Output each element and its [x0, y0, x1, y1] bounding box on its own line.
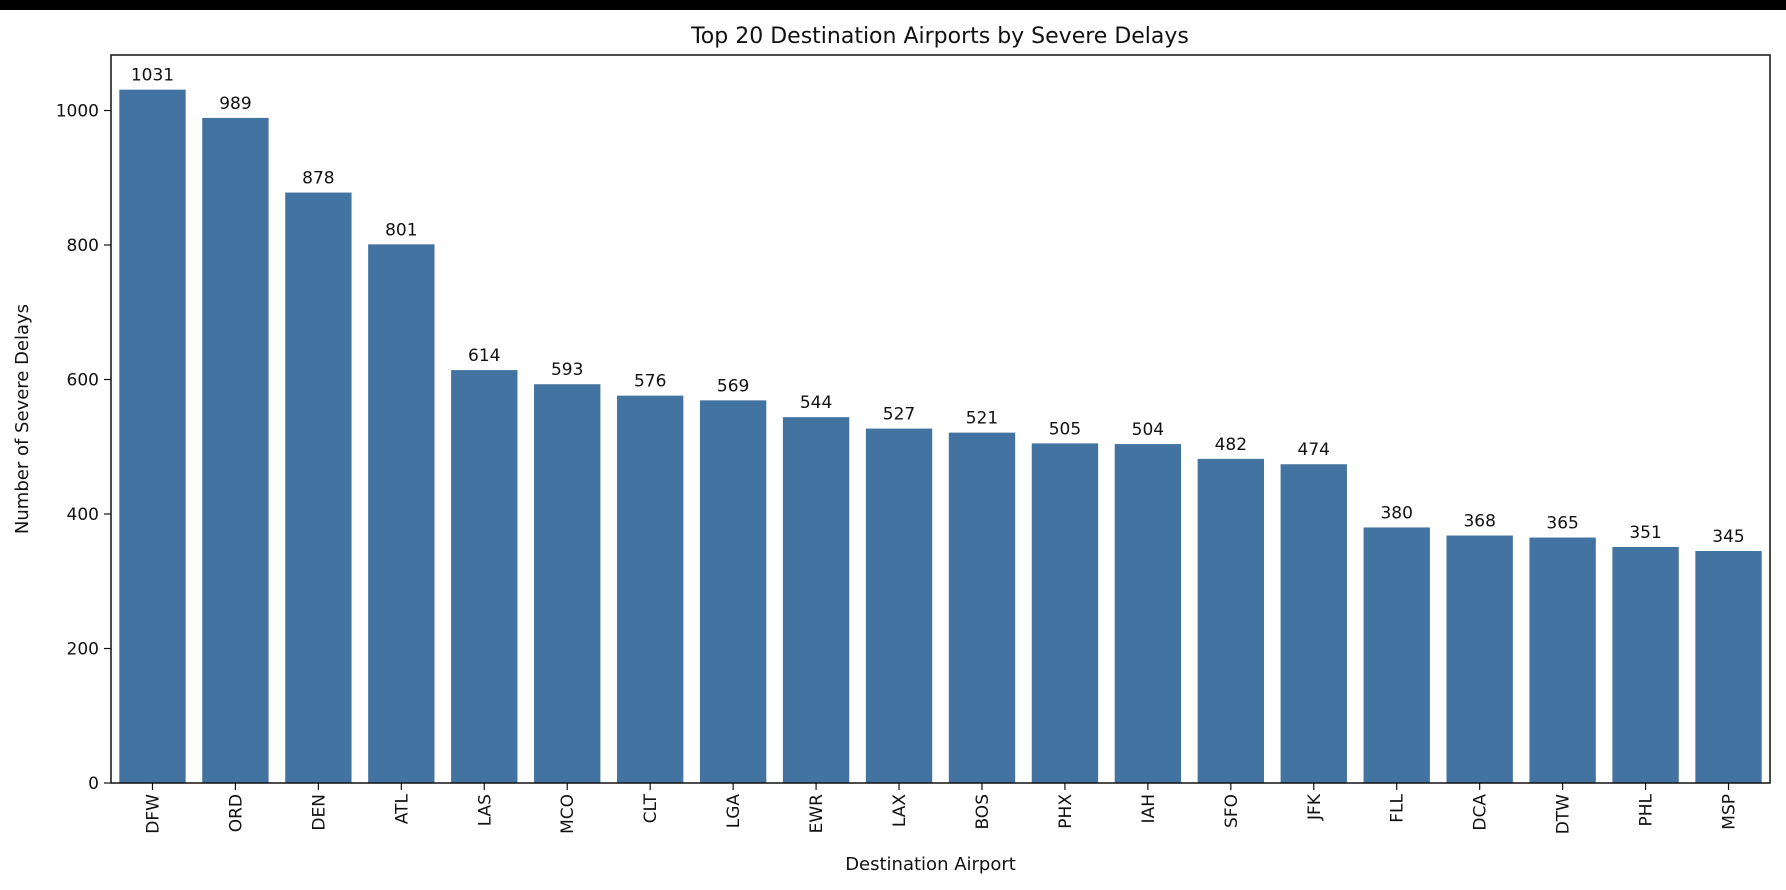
y-tick-label: 600	[67, 371, 99, 391]
x-tick-label-ewr: EWR	[807, 794, 827, 834]
bar-msp	[1695, 550, 1762, 783]
x-tick-label-bos: BOS	[973, 794, 993, 830]
x-tick-label-lga: LGA	[724, 794, 744, 829]
x-tick-label-sfo: SFO	[1222, 794, 1242, 828]
y-tick-label: 0	[88, 774, 99, 794]
bar-fll	[1363, 527, 1430, 783]
bar-lga	[699, 400, 767, 783]
bar-value-label-bos: 521	[966, 409, 998, 429]
chart-frame: Top 20 Destination Airports by Severe De…	[0, 10, 1786, 890]
y-tick-label: 1000	[56, 102, 99, 122]
bar-den	[285, 192, 352, 783]
bar-value-label-lga: 569	[717, 376, 749, 396]
bar-value-label-dtw: 365	[1546, 514, 1578, 534]
bar-jfk	[1280, 464, 1347, 783]
bar-labels-group: 1031 989 878 801 614 593 576 569 544 527 521 505 504…	[131, 66, 1745, 547]
bar-value-label-ord: 989	[219, 94, 251, 114]
x-tick-label-dfw: DFW	[143, 794, 163, 834]
chart-title: Top 20 Destination Airports by Severe De…	[690, 24, 1189, 49]
x-tick-label-msp: MSP	[1720, 794, 1740, 830]
bar-value-label-den: 878	[302, 169, 334, 189]
bar-ord	[202, 117, 269, 784]
bar-value-label-ewr: 544	[800, 393, 832, 413]
x-tick-label-lax: LAX	[890, 794, 910, 827]
x-tick-label-clt: CLT	[641, 793, 661, 823]
bar-value-label-lax: 527	[883, 405, 915, 425]
bar-value-label-phl: 351	[1629, 523, 1661, 543]
x-tick-label-ord: ORD	[226, 794, 246, 832]
bar-dfw	[119, 89, 186, 783]
plot-frame	[110, 54, 1771, 784]
bar-value-label-fll: 380	[1380, 503, 1412, 523]
bar-phx	[1031, 443, 1099, 783]
bar-las	[451, 370, 518, 783]
bar-chart: Top 20 Destination Airports by Severe De…	[12, 24, 1771, 875]
bar-atl	[368, 244, 435, 783]
x-tick-label-phx: PHX	[1056, 794, 1076, 829]
bar-value-label-atl: 801	[385, 220, 417, 240]
bar-sfo	[1197, 458, 1265, 783]
bar-value-label-phx: 505	[1049, 419, 1081, 439]
bar-mco	[534, 384, 601, 783]
x-axis: DFW ORD DEN ATL LAS MCO CLT LGA EWR LAX BOS PHX IAH S…	[143, 783, 1740, 834]
bar-value-label-sfo: 482	[1215, 435, 1247, 455]
bar-value-label-jfk: 474	[1298, 440, 1330, 460]
x-tick-label-atl: ATL	[392, 793, 412, 824]
bar-bos	[948, 432, 1016, 783]
bar-phl	[1612, 546, 1679, 783]
bar-value-label-dfw: 1031	[131, 66, 174, 86]
bar-value-label-clt: 576	[634, 372, 666, 392]
bar-value-label-las: 614	[468, 346, 500, 366]
x-tick-label-las: LAS	[475, 794, 495, 826]
x-tick-label-iah: IAH	[1139, 794, 1159, 823]
bar-value-label-mco: 593	[551, 360, 583, 380]
x-tick-label-phl: PHL	[1637, 793, 1657, 826]
bar-clt	[616, 395, 684, 783]
x-tick-label-den: DEN	[309, 794, 329, 831]
bar-value-label-dca: 368	[1463, 512, 1495, 532]
y-tick-label: 800	[67, 236, 99, 256]
y-tick-label: 200	[67, 640, 99, 660]
y-axis: 0 200 400 600 800 1000	[56, 102, 111, 794]
x-tick-label-fll: FLL	[1388, 793, 1408, 822]
x-axis-label: Destination Airport	[845, 854, 1016, 875]
x-tick-label-jfk: JFK	[1305, 793, 1325, 821]
bar-ewr	[782, 417, 850, 783]
bars-group	[119, 89, 1762, 784]
y-tick-label: 400	[67, 505, 99, 525]
bar-iah	[1114, 444, 1182, 783]
x-tick-label-dtw: DTW	[1554, 794, 1574, 834]
x-tick-label-dca: DCA	[1471, 794, 1491, 831]
bar-value-label-iah: 504	[1132, 420, 1164, 440]
bar-value-label-msp: 345	[1712, 527, 1744, 547]
bar-lax	[865, 428, 933, 783]
bar-dca	[1446, 535, 1513, 783]
bar-dtw	[1529, 537, 1596, 783]
y-axis-label: Number of Severe Delays	[12, 304, 33, 534]
x-tick-label-mco: MCO	[558, 794, 578, 834]
